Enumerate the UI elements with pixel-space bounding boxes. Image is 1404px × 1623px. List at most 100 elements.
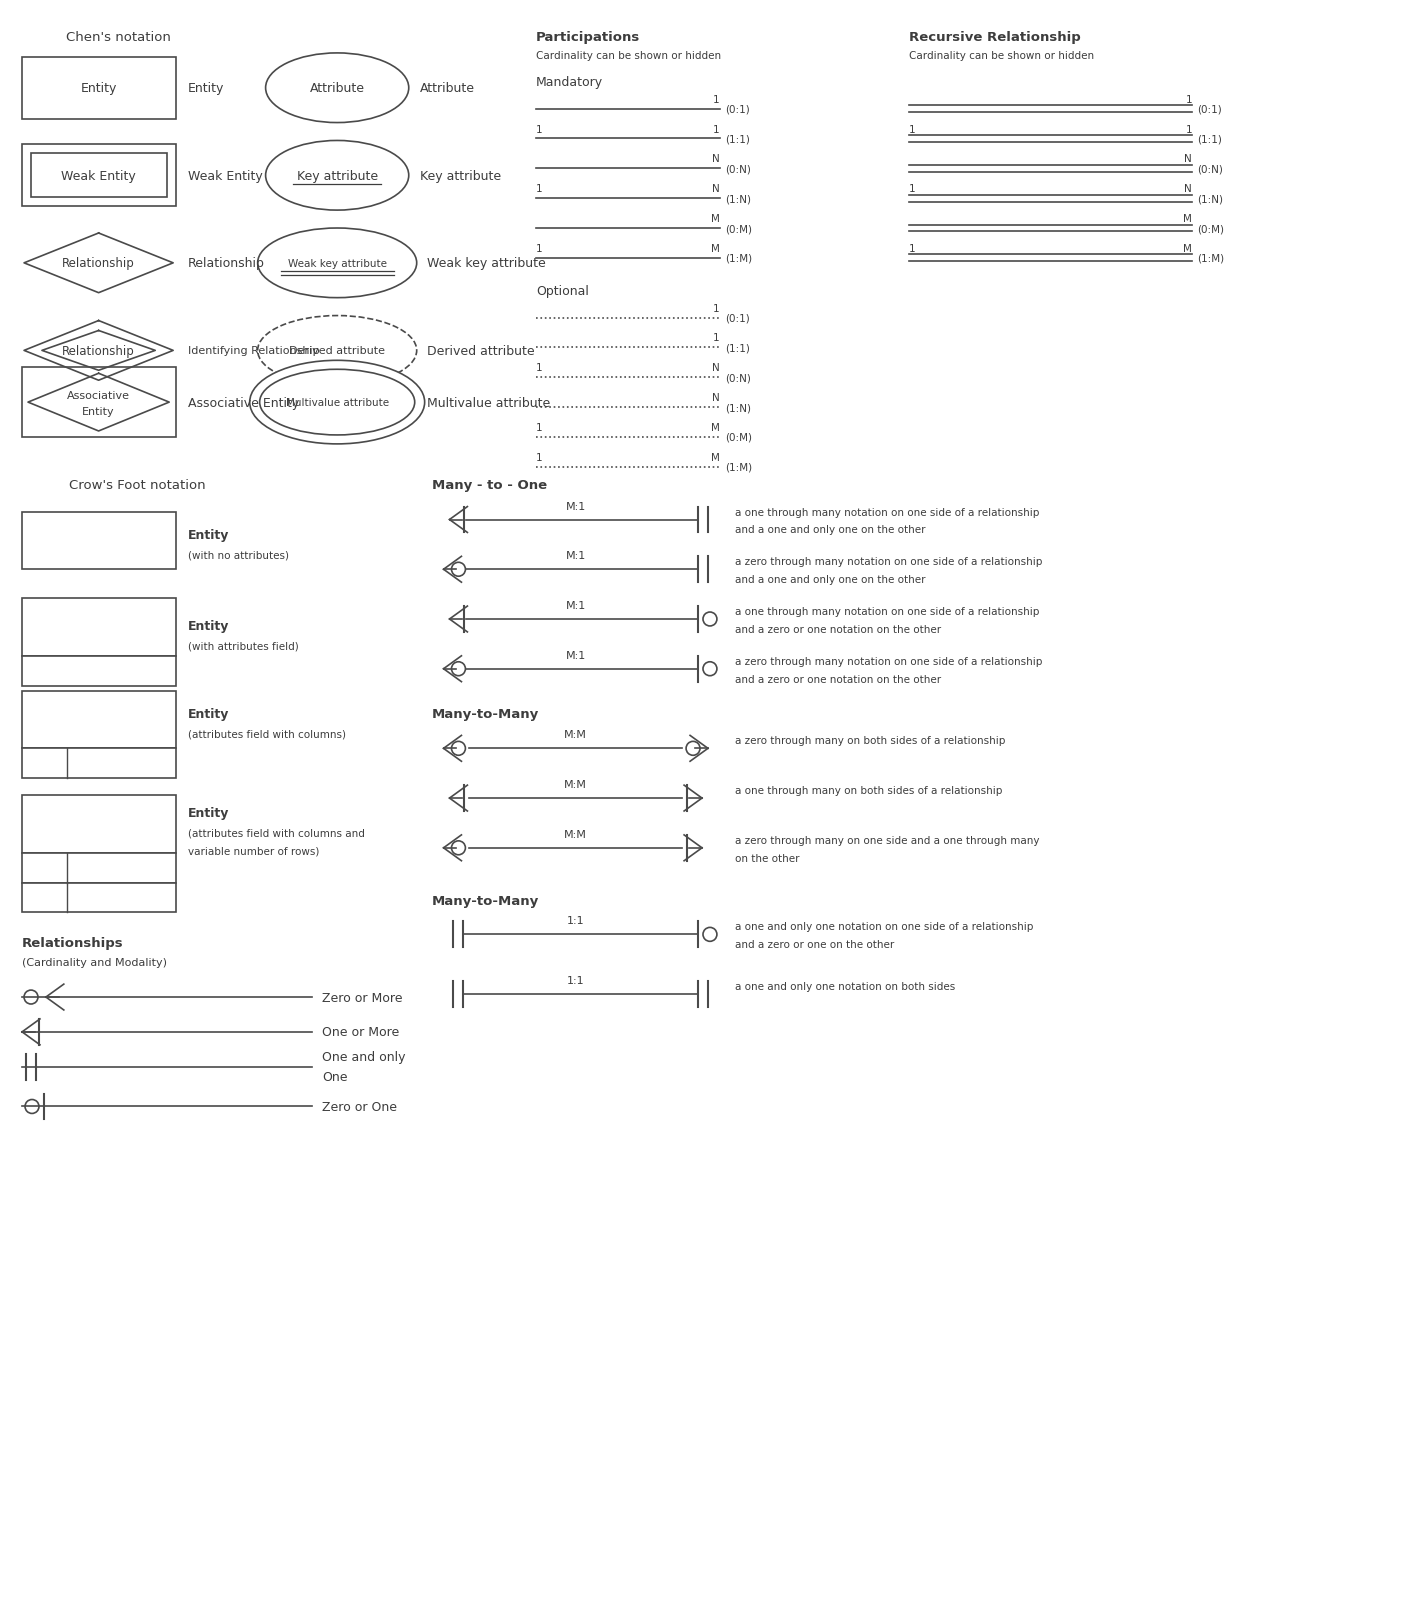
Text: Many - to - One: Many - to - One [431,479,546,492]
Text: Entity: Entity [188,83,225,96]
Text: a zero through many on one side and a one through many: a zero through many on one side and a on… [734,836,1039,846]
Text: (0:M): (0:M) [1198,224,1224,234]
Text: and a zero or one notation on the other: and a zero or one notation on the other [734,625,941,635]
Text: Relationships: Relationships [22,936,124,949]
Text: (0:N): (0:N) [724,164,751,174]
Text: a one through many notation on one side of a relationship: a one through many notation on one side … [734,508,1039,518]
Text: Cardinality can be shown or hidden: Cardinality can be shown or hidden [536,50,722,60]
Text: a one through many notation on one side of a relationship: a one through many notation on one side … [734,607,1039,617]
Ellipse shape [250,360,424,445]
Text: 1: 1 [536,364,542,373]
Text: M:M: M:M [564,779,587,790]
Text: (1:N): (1:N) [1198,195,1223,204]
Bar [22,883,176,912]
Text: Recursive Relationship: Recursive Relationship [908,31,1081,44]
Text: Entity: Entity [83,407,115,417]
Text: One or More: One or More [323,1026,400,1039]
Text: a one and only one notation on one side of a relationship: a one and only one notation on one side … [734,922,1033,932]
Text: Many-to-Many: Many-to-Many [431,708,539,721]
Text: Weak key attribute: Weak key attribute [427,256,545,269]
Text: One: One [323,1071,348,1084]
Text: N: N [712,154,720,164]
Text: N: N [712,183,720,195]
Text: a zero through many on both sides of a relationship: a zero through many on both sides of a r… [734,735,1005,747]
Text: M: M [1184,243,1192,253]
Text: on the other: on the other [734,854,799,863]
Text: and a zero or one notation on the other: and a zero or one notation on the other [734,674,941,685]
Text: (with attributes field): (with attributes field) [188,641,299,651]
Text: 1: 1 [713,333,720,342]
Text: (1:N): (1:N) [724,403,751,412]
Text: (1:1): (1:1) [724,342,750,354]
Text: 1: 1 [908,183,915,195]
Bar [22,146,176,208]
Text: Cardinality can be shown or hidden: Cardinality can be shown or hidden [908,50,1094,60]
Text: (1:M): (1:M) [724,463,753,472]
Text: Weak Entity: Weak Entity [188,170,263,183]
Text: Attribute: Attribute [310,83,365,96]
Text: 1: 1 [1185,94,1192,104]
Text: Identifying Relationship: Identifying Relationship [188,346,320,355]
Text: 1: 1 [536,243,542,253]
Text: Derived attribute: Derived attribute [427,344,535,357]
Bar [22,513,176,570]
Text: (attributes field with columns and: (attributes field with columns and [188,828,365,839]
Text: variable number of rows): variable number of rows) [188,846,320,857]
Bar [22,748,176,779]
Ellipse shape [265,54,409,123]
Ellipse shape [265,141,409,211]
Text: (1:1): (1:1) [724,135,750,144]
Bar [22,854,176,883]
Bar [31,154,167,198]
Text: 1: 1 [713,94,720,104]
Text: 1: 1 [908,243,915,253]
Text: 1:1: 1:1 [567,915,584,925]
Text: Entity: Entity [188,708,229,721]
Text: (with no attributes): (with no attributes) [188,550,289,560]
Text: (0:N): (0:N) [724,373,751,383]
Text: M: M [710,453,720,463]
Text: Participations: Participations [536,31,640,44]
Text: Multivalue attribute: Multivalue attribute [427,396,550,409]
Text: Entity: Entity [188,529,229,542]
Text: a one and only one notation on both sides: a one and only one notation on both side… [734,982,955,992]
Text: Weak key attribute: Weak key attribute [288,258,386,269]
Text: (1:1): (1:1) [1198,135,1221,144]
Text: Multivalue attribute: Multivalue attribute [285,398,389,407]
Text: Associative: Associative [67,391,131,401]
Text: Entity: Entity [188,807,229,820]
Text: Key attribute: Key attribute [420,170,501,183]
Text: M:M: M:M [564,730,587,740]
Text: 1: 1 [1185,125,1192,135]
Text: (0:N): (0:N) [1198,164,1223,174]
Ellipse shape [258,229,417,299]
Text: M: M [710,243,720,253]
Bar [22,691,176,748]
Text: a zero through many notation on one side of a relationship: a zero through many notation on one side… [734,656,1042,667]
Bar [22,795,176,854]
Text: Zero or One: Zero or One [323,1100,397,1113]
Text: Chen's notation: Chen's notation [66,31,171,44]
Bar [22,599,176,656]
Text: Entity: Entity [188,620,229,633]
Text: (1:N): (1:N) [724,195,751,204]
Text: 1: 1 [713,125,720,135]
Text: M:1: M:1 [566,601,585,610]
Text: (1:M): (1:M) [1198,253,1224,263]
Text: 1: 1 [536,422,542,433]
Text: (0:M): (0:M) [724,433,753,443]
Text: Relationship: Relationship [62,256,135,269]
Text: 1: 1 [536,183,542,195]
Text: and a zero or one on the other: and a zero or one on the other [734,940,894,949]
Text: 1: 1 [536,125,542,135]
Text: Mandatory: Mandatory [536,76,604,89]
Text: M:1: M:1 [566,502,585,511]
Text: Key attribute: Key attribute [296,170,378,183]
Text: M: M [710,422,720,433]
Text: M: M [1184,214,1192,224]
Ellipse shape [258,316,417,386]
Text: N: N [1185,183,1192,195]
Bar [22,656,176,687]
Bar [22,58,176,120]
Text: (Cardinality and Modality): (Cardinality and Modality) [22,958,167,967]
